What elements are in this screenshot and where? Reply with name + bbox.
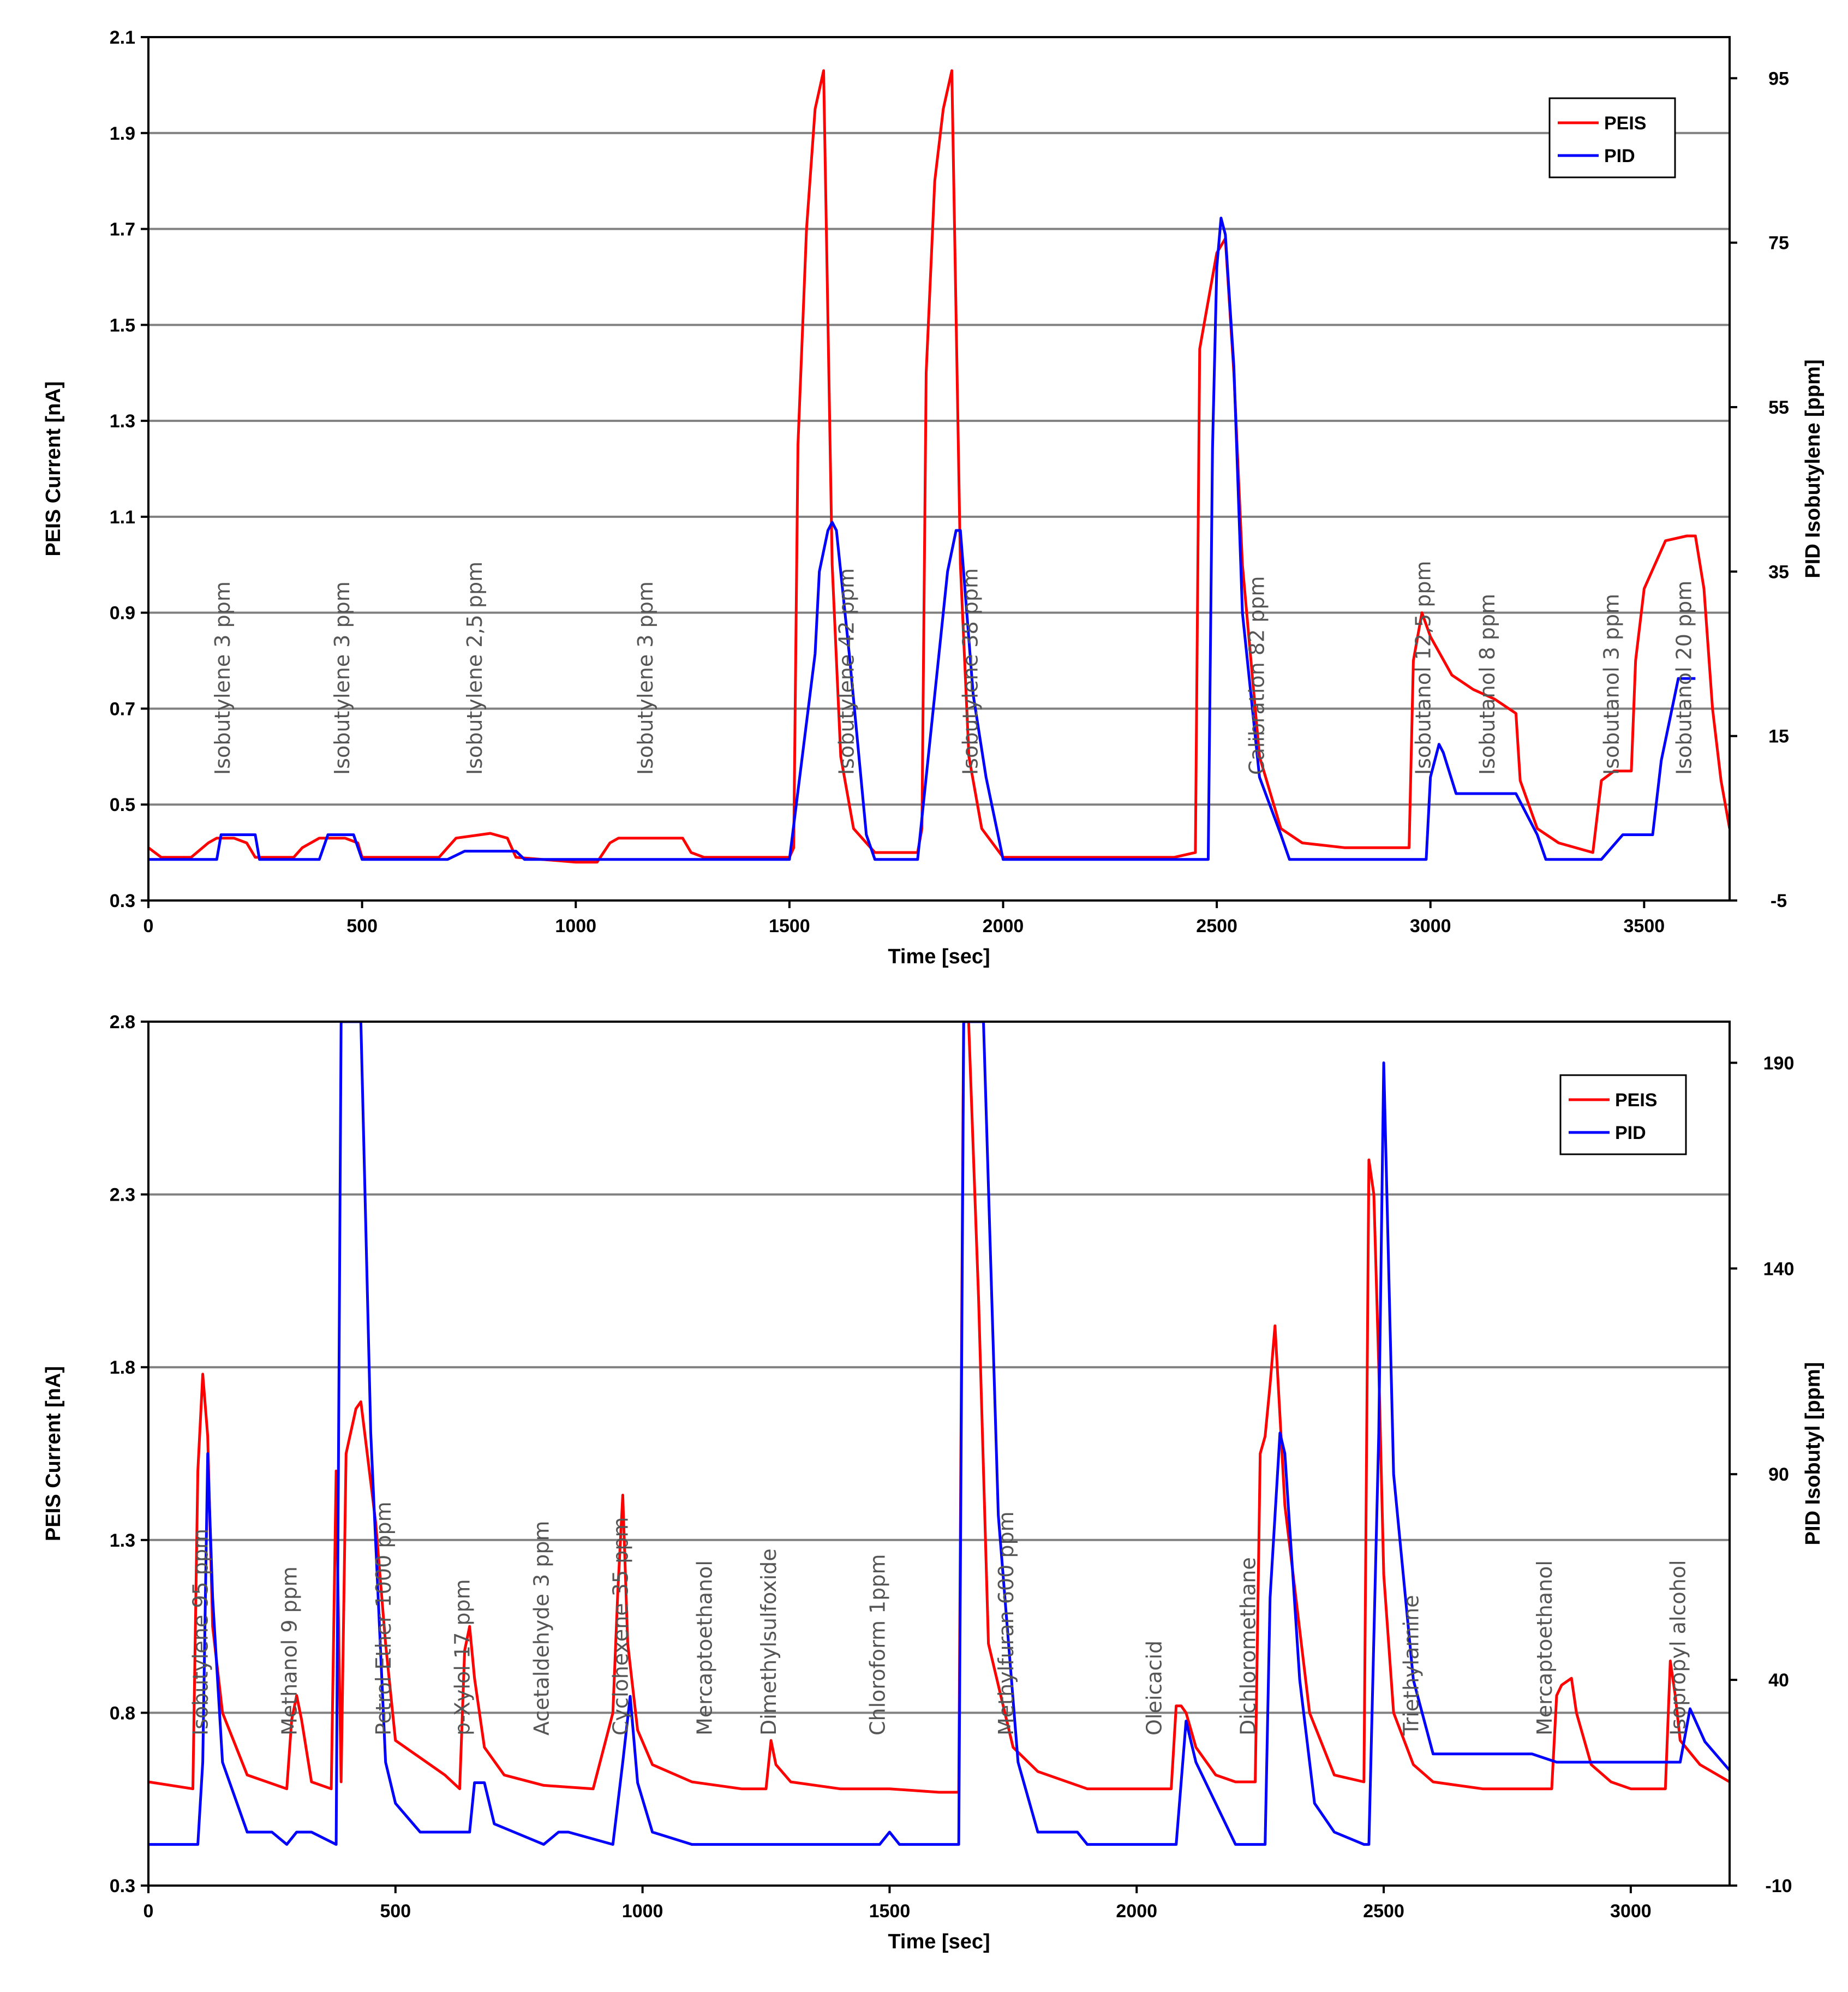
annotation-label: Isopropyl alcohol xyxy=(1666,1560,1690,1735)
y2-tick-label: 75 xyxy=(1768,233,1789,254)
x-tick-label: 1500 xyxy=(769,916,810,937)
annotation-label: Petrol Ether 1000 ppm xyxy=(372,1501,396,1735)
y2-tick-label: 140 xyxy=(1763,1259,1795,1279)
x-axis-title: Time [sec] xyxy=(888,1930,990,1953)
y2-tick-label: -10 xyxy=(1765,1876,1792,1896)
y-tick-label: 1.8 xyxy=(110,1357,135,1378)
bottom-chart: 0 500 1000 1500 2000 2500 3000 0.3 0.8 1.3 1.8 2.3 2… xyxy=(42,1012,1825,1953)
y-tick-label: 0.9 xyxy=(110,603,135,624)
legend: PEIS PID xyxy=(1559,1074,1687,1155)
x-tick-label: 2500 xyxy=(1196,916,1237,937)
x-tick-label: 2000 xyxy=(983,916,1024,937)
series-line-pid xyxy=(148,217,1696,861)
annotation-label: Isobutylene 2,5 ppm xyxy=(463,562,487,775)
y2-tick-label: -5 xyxy=(1771,891,1787,911)
y2-tick-label: 35 xyxy=(1768,562,1789,582)
x-axis-title: Time [sec] xyxy=(888,945,990,968)
plot-frame xyxy=(147,36,1731,902)
series-line-pid xyxy=(148,1022,1730,1846)
x-tick-label: 3000 xyxy=(1610,1901,1652,1922)
y-tick-label: 1.1 xyxy=(110,507,135,528)
y-tick-label: 1.3 xyxy=(110,411,135,432)
y2-axis-title: PID Isobutyl [ppm] xyxy=(1802,1362,1825,1546)
plot-frame xyxy=(147,1021,1731,1887)
x-tick-label: 1500 xyxy=(869,1901,911,1922)
annotation-label: Cyclohexene 35 ppm xyxy=(608,1517,632,1735)
legend-label-pid: PID xyxy=(1615,1123,1646,1143)
y-tick-label: 1.3 xyxy=(110,1530,135,1551)
annotation-label: Mercaptoethanol xyxy=(692,1560,716,1735)
y-tick-label: 0.3 xyxy=(110,1876,135,1896)
y2-tick-label: 40 xyxy=(1768,1670,1789,1691)
x-tick-label: 0 xyxy=(143,1901,154,1922)
annotation-label: Dimethylsulfoxide xyxy=(757,1548,781,1735)
y-tick-label: 1.9 xyxy=(110,123,135,144)
annotation-label: p-Xylol 17 ppm xyxy=(451,1579,475,1735)
series-line-peis xyxy=(148,69,1730,864)
y-tick-label: 0.5 xyxy=(110,795,135,815)
annotation-label: Isobutanol 3 ppm xyxy=(1599,594,1623,775)
x-tick-label: 3500 xyxy=(1624,916,1665,937)
annotation-label: Calibration 82 ppm xyxy=(1245,576,1269,775)
x-tick-label: 1000 xyxy=(555,916,596,937)
y-tick-label: 0.3 xyxy=(110,891,135,911)
annotation-label: Triethylamine xyxy=(1399,1595,1423,1736)
x-tick-label: 2500 xyxy=(1363,1901,1404,1922)
legend-label-peis: PEIS xyxy=(1615,1090,1657,1111)
x-tick-label: 1000 xyxy=(622,1901,663,1922)
y-tick-label: 2.8 xyxy=(110,1012,135,1033)
annotation-label: Acetaldehyde 3 ppm xyxy=(530,1520,554,1735)
annotation-label: Isobutylene 95 ppm xyxy=(189,1529,213,1735)
y-tick-label: 2.1 xyxy=(110,27,135,48)
y2-tick-label: 55 xyxy=(1768,397,1789,418)
legend-label-pid: PID xyxy=(1604,146,1635,166)
annotation-label: Isobutylene 38 ppm xyxy=(958,568,982,775)
annotation-label: Mercaptoethanol xyxy=(1533,1560,1557,1735)
y-tick-label: 1.5 xyxy=(110,315,135,336)
annotation-label: Chloroform 1ppm xyxy=(865,1554,889,1735)
x-tick-label: 3000 xyxy=(1410,916,1451,937)
y-axis-title: PEIS Current [nA] xyxy=(42,1366,65,1541)
annotation-label: Oleicacid xyxy=(1143,1641,1167,1735)
y-tick-label: 0.7 xyxy=(110,699,135,719)
annotation-label: Dichloromethane xyxy=(1236,1557,1260,1735)
y-axis-title: PEIS Current [nA] xyxy=(42,381,65,557)
x-tick-label: 0 xyxy=(143,916,154,937)
annotation-label: Isobutanol 12,5 ppm xyxy=(1412,560,1436,775)
annotation-label: Isobutanol 20 ppm xyxy=(1672,581,1696,775)
legend: PEIS PID xyxy=(1548,97,1676,178)
y-tick-label: 2.3 xyxy=(110,1185,135,1206)
legend-box xyxy=(1559,1074,1687,1155)
annotation-label: Isobutylene 3 ppm xyxy=(211,581,235,775)
annotation-label: Isobutylene 3 ppm xyxy=(330,581,354,775)
y-tick-label: 0.8 xyxy=(110,1703,135,1723)
y2-tick-label: 190 xyxy=(1763,1053,1795,1073)
top-chart: 0 500 1000 1500 2000 2500 3000 3500 0.3 0.5 0.7 0.9… xyxy=(42,27,1825,968)
annotation-label: Isobutylene 3 ppm xyxy=(633,581,657,775)
annotation-label: Methanol 9 ppm xyxy=(278,1566,302,1735)
x-tick-label: 500 xyxy=(346,916,378,937)
annotation-label: Isobutylene 42 ppm xyxy=(834,568,858,775)
y-tick-label: 1.7 xyxy=(110,219,135,240)
legend-label-peis: PEIS xyxy=(1604,113,1646,134)
x-tick-label: 500 xyxy=(380,1901,411,1922)
y2-tick-label: 95 xyxy=(1768,68,1789,89)
y2-tick-label: 15 xyxy=(1768,726,1789,747)
annotation-label: Methylfuran 600 ppm xyxy=(994,1511,1018,1735)
legend-box xyxy=(1548,97,1676,178)
annotation-label: Isobutanol 8 ppm xyxy=(1475,594,1499,775)
y2-tick-label: 90 xyxy=(1768,1464,1789,1485)
x-tick-label: 2000 xyxy=(1116,1901,1157,1922)
y2-axis-title: PID Isobutylene [ppm] xyxy=(1802,359,1825,578)
